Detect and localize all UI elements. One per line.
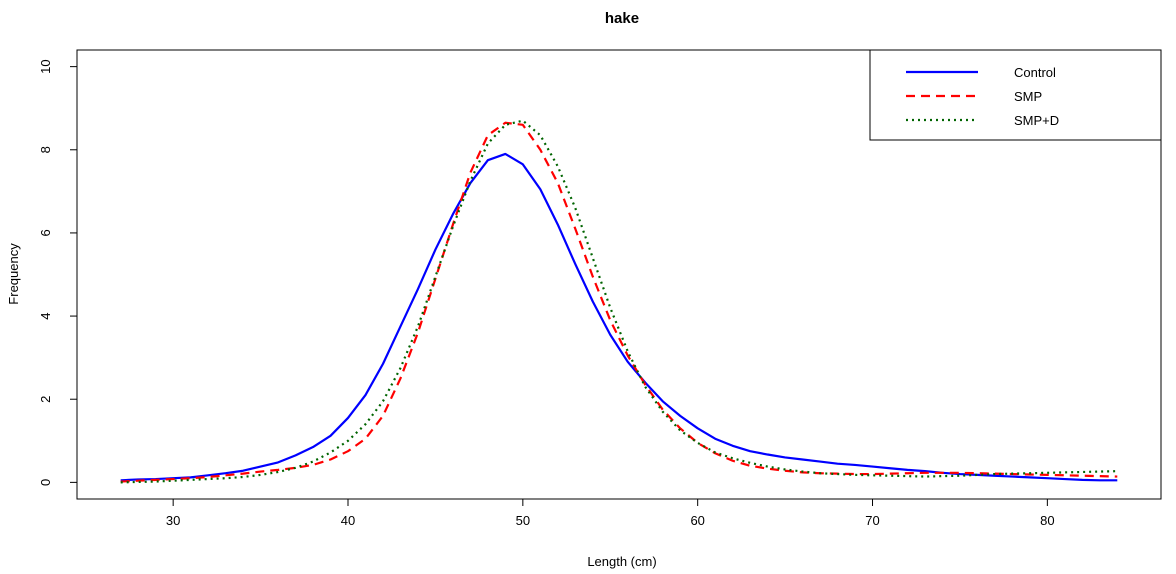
x-axis: 30 40 50 60 70 80 [166,498,1055,528]
y-axis-label: Frequency [6,243,21,305]
series-line-control [120,152,1118,482]
x-tick-label: 80 [1040,513,1054,528]
y-tick-label: 8 [38,146,53,153]
x-tick-label: 50 [516,513,530,528]
x-tick-label: 70 [865,513,879,528]
legend-label-smp: SMP [1014,89,1042,104]
x-tick-label: 40 [341,513,355,528]
y-axis: 0 2 4 6 8 10 [38,59,78,486]
y-tick-label: 4 [38,312,53,319]
chart-title: hake [605,10,639,27]
legend: Control SMP SMP+D [869,49,1162,141]
x-axis-label: Length (cm) [587,554,656,569]
series-lines [120,119,1118,484]
y-tick-label: 10 [38,59,53,73]
y-tick-label: 0 [38,479,53,486]
legend-label-control: Control [1014,65,1056,80]
series-line-smp-d [120,119,1118,484]
y-tick-label: 2 [38,396,53,403]
legend-label-smp-d: SMP+D [1014,113,1059,128]
series-line-smp [120,121,1118,483]
x-tick-label: 30 [166,513,180,528]
x-tick-label: 60 [690,513,704,528]
y-tick-label: 6 [38,229,53,236]
legend-box [869,49,1162,141]
